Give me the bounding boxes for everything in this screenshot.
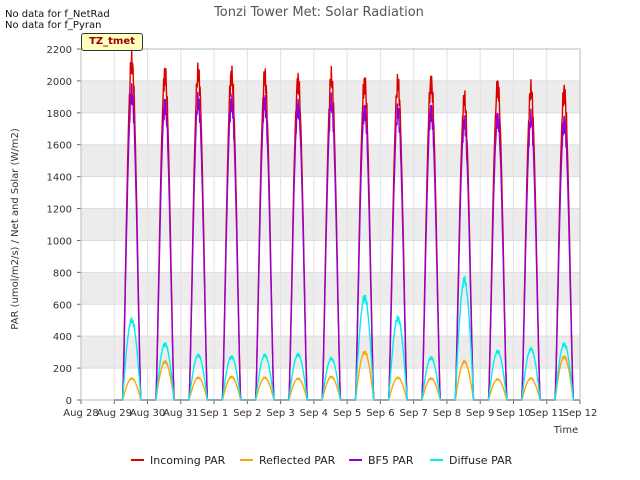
y-tick-label: 400 <box>53 332 72 343</box>
legend-item-bf5-par: BF5 PAR <box>349 453 413 469</box>
series-diffuse-par-day-11 <box>446 275 481 401</box>
series-diffuse-par-day-3 <box>180 353 215 401</box>
x-tick-label: Sep 12 <box>563 408 598 419</box>
y-tick-label: 2200 <box>47 45 72 56</box>
series-bf5-par-day-14 <box>546 115 580 401</box>
series-reflected-par-day-12 <box>480 378 514 401</box>
x-tick-label: Aug 28 <box>63 408 98 419</box>
series-diffuse-par-day-9 <box>380 315 414 401</box>
y-axis-title: PAR (umol/m2/s) / Net and Solar (W/m2) <box>10 128 21 330</box>
series-bf5-par-day-8 <box>347 104 381 401</box>
y-tick-label: 800 <box>53 268 72 279</box>
series-bf5-par-day-3 <box>180 91 215 401</box>
series-reflected-par-day-1 <box>114 377 148 401</box>
series-diffuse-par-day-2 <box>147 342 181 401</box>
y-tick-label: 1800 <box>47 109 72 120</box>
y-tick-label: 200 <box>53 364 72 375</box>
series-bf5-par-day-4 <box>214 93 248 401</box>
legend-item-reflected-par: Reflected PAR <box>240 453 335 469</box>
plot-band <box>81 272 580 305</box>
series-reflected-par-day-7 <box>313 375 348 401</box>
x-tick-label: Sep 7 <box>399 408 427 419</box>
y-tick-label: 0 <box>66 396 72 407</box>
series-reflected-par-day-6 <box>280 377 314 401</box>
legend-swatch-bf5-par <box>349 459 362 461</box>
series-reflected-par-day-13 <box>513 377 547 401</box>
legend-label-bf5-par: BF5 PAR <box>368 454 414 467</box>
legend-item-incoming-par: Incoming PAR <box>131 453 225 469</box>
legend-label-diffuse-par: Diffuse PAR <box>449 454 513 467</box>
y-tick-label: 1200 <box>47 205 72 216</box>
series-diffuse-par-day-7 <box>313 356 348 401</box>
x-axis-title: Time <box>553 425 578 436</box>
legend-swatch-incoming-par <box>131 459 144 461</box>
series-bf5-par-day-9 <box>380 103 414 401</box>
plot-band <box>81 144 580 177</box>
legend-swatch-reflected-par <box>240 459 253 461</box>
series-reflected-par-day-11 <box>446 359 481 401</box>
x-tick-label: Sep 3 <box>266 408 294 419</box>
note-pyran: No data for f_Pyran <box>5 20 102 31</box>
series-reflected-par-day-9 <box>380 376 414 401</box>
series-diffuse-par-day-1 <box>114 317 148 401</box>
legend-label-reflected-par: Reflected PAR <box>259 454 336 467</box>
x-tick-label: Sep 5 <box>333 408 361 419</box>
series-diffuse-par-day-13 <box>513 346 547 401</box>
legend-item-diffuse-par: Diffuse PAR <box>430 453 512 469</box>
series-diffuse-par-day-6 <box>280 352 314 401</box>
legend-label-incoming-par: Incoming PAR <box>150 454 226 467</box>
series-bf5-par-day-6 <box>280 98 314 401</box>
series-reflected-par-day-5 <box>247 376 281 401</box>
series-diffuse-par-day-14 <box>546 342 580 401</box>
series-bf5-par-day-10 <box>413 104 447 401</box>
plot-frame <box>80 48 581 401</box>
x-tick-label: Sep 4 <box>300 408 328 419</box>
chart-title: Tonzi Tower Met: Solar Radiation <box>213 5 424 20</box>
x-tick-label: Sep 9 <box>466 408 494 419</box>
y-tick-label: 1000 <box>47 236 72 247</box>
series-diffuse-par-day-10 <box>413 356 447 401</box>
y-tick-label: 2000 <box>47 77 72 88</box>
series-diffuse-par-day-5 <box>247 353 281 401</box>
x-tick-label: Aug 29 <box>97 408 132 419</box>
x-tick-label: Sep 10 <box>496 408 531 419</box>
x-tick-label: Aug 31 <box>163 408 198 419</box>
series-reflected-par-day-8 <box>347 350 381 401</box>
chart-legend: Incoming PAR Reflected PAR BF5 PAR Diffu… <box>0 453 640 469</box>
tz-tmet-badge: TZ_tmet <box>81 33 143 51</box>
y-tick-label: 1600 <box>47 141 72 152</box>
x-tick-label: Sep 1 <box>200 408 228 419</box>
series-bf5-par-day-7 <box>313 92 348 401</box>
x-tick-label: Sep 11 <box>529 408 564 419</box>
series-bf5-par-day-1 <box>114 83 148 401</box>
note-netrad: No data for f_NetRad <box>5 9 110 20</box>
series-bf5-par-day-5 <box>247 94 281 401</box>
x-tick-label: Sep 2 <box>233 408 261 419</box>
series-reflected-par-day-4 <box>214 375 248 401</box>
y-tick-label: 600 <box>53 300 72 311</box>
series-diffuse-par-day-8 <box>347 294 381 401</box>
x-tick-label: Sep 8 <box>433 408 461 419</box>
series-diffuse-par-day-4 <box>214 355 248 401</box>
series-bf5-par-day-2 <box>147 98 181 401</box>
x-tick-label: Aug 30 <box>130 408 165 419</box>
series-bf5-par-day-12 <box>480 112 514 401</box>
series-reflected-par-day-10 <box>413 377 447 401</box>
x-tick-label: Sep 6 <box>366 408 394 419</box>
series-bf5-par-day-13 <box>513 108 547 401</box>
series-bf5-par-day-11 <box>446 114 481 401</box>
series-reflected-par-day-3 <box>180 376 215 401</box>
series-reflected-par-day-2 <box>147 360 181 401</box>
y-tick-label: 1400 <box>47 173 72 184</box>
plot-band <box>81 208 580 241</box>
legend-swatch-diffuse-par <box>430 459 443 461</box>
series-diffuse-par-day-12 <box>480 349 514 401</box>
